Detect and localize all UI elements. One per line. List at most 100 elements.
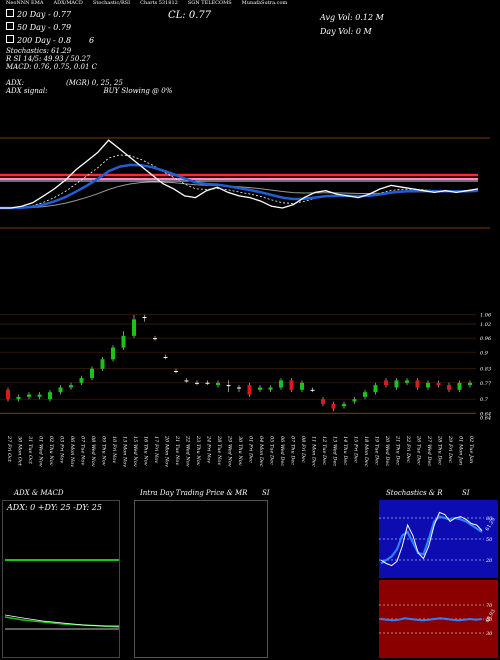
candle-body <box>226 385 231 387</box>
date-tick-label: 16 Thu Nov <box>142 436 149 466</box>
candle-body <box>79 378 84 383</box>
macd-readout: MACD: 0.76, 0.75, 0.01 C <box>6 63 98 71</box>
price-tick-label: 0.64 <box>480 411 491 417</box>
candle-body <box>457 382 462 390</box>
candle-body <box>6 389 10 400</box>
header-tab[interactable]: MunafaSutra.com <box>241 0 288 6</box>
date-axis: 27 Fri Oct 30 Mon Oct 31 Tue Oct 01 Wed Nov… <box>0 436 500 484</box>
candle-body <box>405 380 409 383</box>
date-tick-label: 12 Tue Dec <box>321 436 327 465</box>
date-tick-label: 29 Wed Nov <box>226 436 233 467</box>
close-price: CL: 0.77 <box>168 10 212 21</box>
date-tick-label: 21 Tue Nov <box>174 436 180 466</box>
candle-body <box>195 382 199 384</box>
ema200-legend-swatch <box>6 35 14 43</box>
candle-body <box>447 385 451 390</box>
candle-body <box>415 380 420 388</box>
date-tick-label: 01 Wed Nov <box>37 436 44 467</box>
date-tick-label: 29 Fri Dec <box>447 436 453 463</box>
date-tick-label: 31 Tue Oct <box>27 436 33 464</box>
date-tick-label: 08 Wed Nov <box>90 436 96 467</box>
candle-body <box>363 392 367 397</box>
date-tick-label: 19 Tue Dec <box>373 436 380 465</box>
rsi-readout: R SI 14/5: 49.93 / 50.27 <box>6 55 91 63</box>
price-tick-label: 0.9 <box>480 350 489 356</box>
date-tick-label: 10 Fri Nov <box>111 436 117 464</box>
candle-body <box>321 399 325 404</box>
candle-body <box>48 392 52 400</box>
header-tab[interactable]: NeoNNN EMA <box>6 0 44 6</box>
candle-body <box>331 403 336 409</box>
date-tick-label: 30 Mon Oct <box>16 436 23 466</box>
stochastics-readout: Stochastics: 61.29 <box>6 47 72 55</box>
candle-body <box>27 394 31 397</box>
date-tick-label: 30 Thu Nov <box>237 436 243 466</box>
ema50-readout: 50 Day - 0.79 <box>6 22 71 32</box>
candle-body <box>268 387 273 390</box>
adx-panel: ADX: 0 +DY: 25 -DY: 25 <box>2 500 120 658</box>
rsi-line <box>380 617 483 622</box>
date-tick-label: 09 Thu Nov <box>100 436 107 466</box>
date-tick-label: 06 Wed Dec <box>279 436 285 467</box>
avg-volume: Avg Vol: 0.12 M <box>320 13 384 22</box>
candle-body <box>289 380 294 390</box>
candle-body <box>90 368 94 379</box>
header-tab[interactable]: ADX/MACD <box>53 0 83 6</box>
header-tab[interactable]: Charts 531812 <box>140 0 178 6</box>
date-tick-label: 15 Fri Dec <box>352 436 359 463</box>
candle-body <box>216 382 220 386</box>
date-tick-label: 27 Wed Dec <box>426 436 432 467</box>
price-tick-label: 1.06 <box>480 313 492 319</box>
ema10-line <box>0 154 479 209</box>
date-tick-label: 22 Wed Nov <box>184 436 191 467</box>
rsi-level-label: 30 <box>486 631 493 637</box>
candle-body <box>310 389 315 391</box>
candle-body <box>16 396 21 400</box>
ema-price-chart <box>0 137 490 229</box>
candle-body <box>69 385 73 388</box>
header-tab[interactable]: Stochastic/RSI <box>92 0 131 6</box>
adx-panel-title: ADX & MACD <box>14 489 64 497</box>
stoch-level-label: 80 <box>486 516 493 522</box>
date-tick-label: 21 Thu Dec <box>394 436 401 466</box>
candle-body <box>58 387 63 393</box>
date-tick-label: 22 Fri Dec <box>405 436 411 463</box>
stoch-d-line <box>380 515 483 565</box>
candlestick-chart: 1.06 1.02 0.96 0.9 0.83 0.77 0.7 0.640.64 <box>0 313 492 421</box>
stoch-background <box>379 500 498 578</box>
adx-signal-readout: ADX signal: BUY Slowing @ 0% <box>6 87 173 95</box>
date-tick-label: 28 Tue Nov <box>216 436 222 466</box>
candle-body <box>100 359 105 369</box>
ema200-readout: 200 Day - 0.8 6 <box>6 35 94 45</box>
date-tick-label: 26 Tue Dec <box>415 436 422 465</box>
candle-body <box>279 380 283 388</box>
date-tick-label: 03 Fri Nov <box>58 436 65 464</box>
date-tick-label: 01 Fri Dec <box>247 436 254 463</box>
candle-body <box>394 380 399 388</box>
header-tab[interactable]: SGN TELECOMS <box>187 0 232 6</box>
date-tick-label: 14 Thu Dec <box>342 436 348 466</box>
candle-body <box>247 385 252 395</box>
candle-body <box>163 356 168 358</box>
candle-body <box>174 371 178 373</box>
macd-signal-line <box>4 616 120 628</box>
price-tick-label: 0.64 <box>480 415 491 421</box>
candle-body <box>258 387 262 390</box>
price-tick-label: 0.96 <box>480 336 492 342</box>
ema20-line <box>0 163 479 210</box>
candle-body <box>468 382 472 386</box>
rsi-level-label: 70 <box>486 603 493 609</box>
date-tick-label: 20 Mon Nov <box>163 436 170 468</box>
candle-body <box>300 382 304 390</box>
price-tick-label: 1.02 <box>480 322 491 328</box>
rsi-level-label: 50 <box>486 617 493 623</box>
macd-line <box>4 614 119 627</box>
candle-body <box>205 382 210 384</box>
date-tick-label: 24 Fri Nov <box>205 436 212 464</box>
candle-body <box>426 382 430 388</box>
date-tick-label: 02 Tue Jan <box>468 436 474 464</box>
adx-chart <box>4 559 120 630</box>
candle-body <box>237 387 241 389</box>
price-tick-label: 0.83 <box>480 367 491 373</box>
